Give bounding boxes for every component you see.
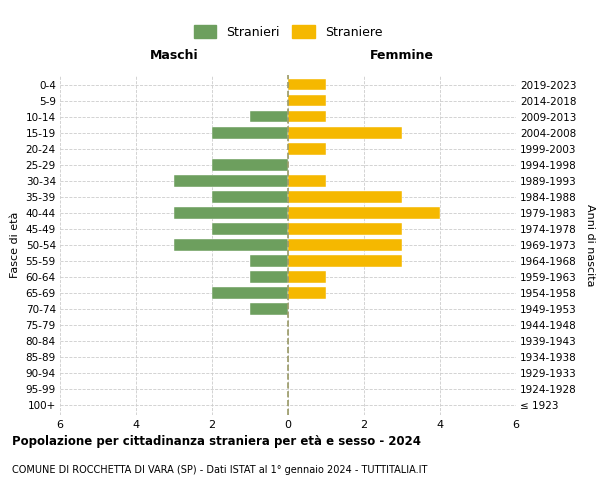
Bar [288, 207, 440, 218]
Text: Maschi: Maschi [149, 50, 199, 62]
Y-axis label: Fasce di età: Fasce di età [10, 212, 20, 278]
Bar [250, 111, 288, 122]
Bar [288, 288, 326, 299]
Bar [288, 175, 326, 186]
Bar [288, 256, 402, 267]
Bar [250, 272, 288, 283]
Bar [288, 127, 402, 138]
Bar [212, 288, 288, 299]
Bar [288, 191, 402, 202]
Bar [288, 95, 326, 106]
Bar [212, 223, 288, 234]
Bar [212, 127, 288, 138]
Bar [288, 79, 326, 90]
Bar [250, 256, 288, 267]
Bar [250, 304, 288, 315]
Bar [174, 207, 288, 218]
Bar [288, 223, 402, 234]
Text: Popolazione per cittadinanza straniera per età e sesso - 2024: Popolazione per cittadinanza straniera p… [12, 435, 421, 448]
Bar [212, 191, 288, 202]
Legend: Stranieri, Straniere: Stranieri, Straniere [189, 20, 387, 44]
Text: COMUNE DI ROCCHETTA DI VARA (SP) - Dati ISTAT al 1° gennaio 2024 - TUTTITALIA.IT: COMUNE DI ROCCHETTA DI VARA (SP) - Dati … [12, 465, 427, 475]
Text: Femmine: Femmine [370, 50, 434, 62]
Y-axis label: Anni di nascita: Anni di nascita [585, 204, 595, 286]
Bar [288, 239, 402, 251]
Bar [288, 272, 326, 283]
Bar [174, 175, 288, 186]
Bar [288, 143, 326, 154]
Bar [212, 159, 288, 170]
Bar [174, 239, 288, 251]
Bar [288, 111, 326, 122]
